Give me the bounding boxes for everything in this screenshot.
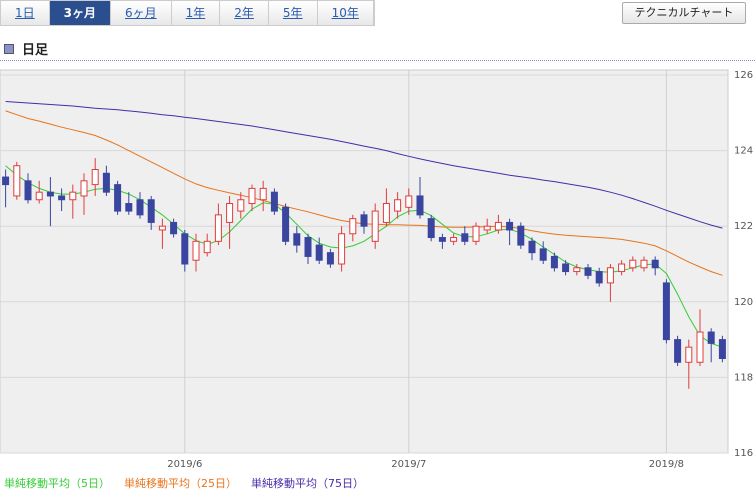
candle-body (136, 199, 144, 216)
plot-area (0, 69, 729, 454)
y-tick-label: 124 (734, 146, 753, 157)
x-tick-label: 2019/7 (391, 459, 426, 470)
candle-body (371, 210, 379, 242)
candle-body (360, 214, 368, 227)
candle-body (203, 240, 211, 254)
section-heading: 日足 (4, 39, 48, 58)
candle-body (304, 237, 312, 257)
candle-body (405, 195, 413, 208)
section-title: 日足 (22, 43, 49, 58)
candle-body (618, 263, 626, 273)
candle-body (248, 187, 256, 205)
divider (0, 60, 755, 61)
candle-body (494, 221, 502, 231)
candle-body (158, 225, 166, 231)
candle-body (147, 199, 155, 223)
candle-body (91, 169, 99, 186)
y-tick-label: 126 (734, 70, 753, 81)
candle-body (528, 240, 536, 254)
candle-body (629, 259, 637, 269)
candle-body (282, 206, 290, 242)
candle-body (181, 233, 189, 265)
moving-average-line (5, 165, 723, 348)
y-tick-label: 120 (734, 297, 753, 308)
candle-body (606, 267, 614, 284)
legend-entry: 単純移動平均（75日） (251, 476, 364, 490)
candle-body (416, 195, 424, 216)
moving-average-line (5, 101, 723, 229)
candle-body (80, 180, 88, 197)
candle-body (259, 187, 267, 201)
candle-body (270, 191, 278, 212)
candle-body (461, 233, 469, 242)
period-tab[interactable]: 6ヶ月 (111, 1, 172, 25)
candle-body (69, 191, 77, 201)
candle-body (450, 237, 458, 242)
candle-body (438, 237, 446, 242)
candle-body (595, 271, 603, 284)
candle-body (483, 225, 491, 231)
candle-body (550, 255, 558, 269)
period-tab[interactable]: 5年 (268, 1, 318, 25)
candle-body (13, 165, 21, 197)
candle-body (125, 203, 133, 212)
candle-body (640, 259, 648, 269)
candle-body (718, 339, 726, 360)
candle-body (170, 221, 178, 235)
candle-body (24, 180, 32, 201)
candle-body (472, 225, 480, 242)
candle-body (46, 191, 54, 197)
candle-body (573, 267, 581, 273)
x-tick-label: 2019/6 (167, 459, 202, 470)
candle-body (214, 214, 222, 242)
candle-body (506, 221, 514, 231)
candle-body (35, 191, 43, 201)
candle-body (562, 263, 570, 273)
candle-body (696, 331, 704, 363)
candle-body (651, 259, 659, 269)
y-tick-label: 116 (734, 448, 753, 459)
candle-body (685, 346, 693, 363)
y-tick-label: 122 (734, 221, 753, 232)
candle-body (427, 218, 435, 239)
candle-body (58, 195, 66, 201)
candle-body (192, 240, 200, 261)
candle-body (349, 218, 357, 235)
candle-body (102, 172, 110, 193)
candle-body (707, 331, 715, 344)
candle-body (2, 176, 10, 186)
period-tab[interactable]: 2年 (220, 1, 269, 25)
candle-body (338, 233, 346, 265)
candle-body (293, 233, 301, 246)
candle-body (315, 244, 323, 261)
candle-body (584, 267, 592, 276)
period-tabs: 1日 3ヶ月 6ヶ月 1年 2年 5年 10年 (0, 0, 375, 26)
candle-body (226, 203, 234, 223)
candle-body (394, 199, 402, 212)
period-tab[interactable]: 1年 (171, 1, 221, 25)
candle-body (382, 203, 390, 223)
period-tab[interactable]: 10年 (317, 1, 374, 25)
legend-entry: 単純移動平均（5日） (4, 476, 110, 490)
period-tab[interactable]: 1日 (1, 1, 50, 25)
x-tick-label: 2019/8 (649, 459, 684, 470)
candle-body (114, 184, 122, 212)
period-tab[interactable]: 3ヶ月 (49, 1, 111, 25)
candle-body (539, 248, 547, 261)
candle-body (674, 339, 682, 363)
candle-body (517, 225, 525, 246)
y-tick-label: 118 (734, 372, 753, 383)
candle-body (326, 252, 334, 265)
candle-body (662, 282, 670, 341)
technical-chart-button[interactable]: テクニカルチャート (622, 2, 746, 24)
section-icon (4, 44, 14, 54)
legend-entry: 単純移動平均（25日） (124, 476, 237, 490)
candle-body (237, 199, 245, 212)
